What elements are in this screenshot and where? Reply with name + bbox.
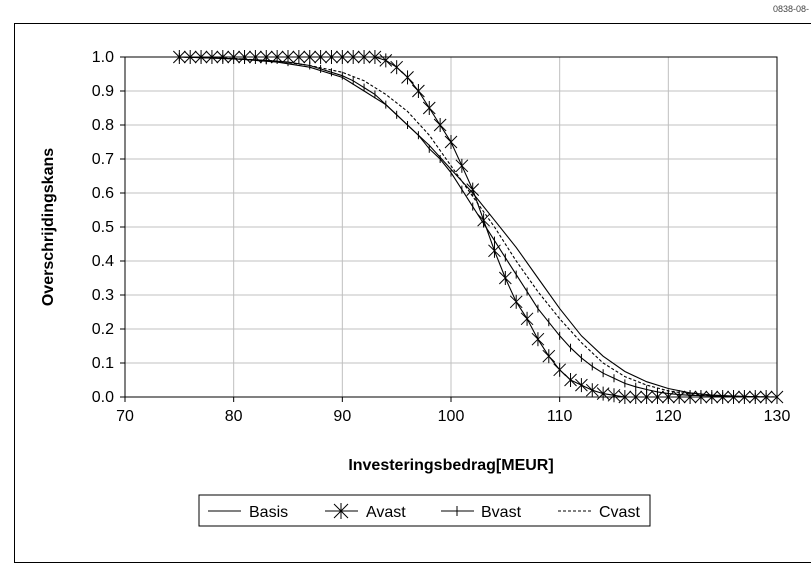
legend-item-basis: Basis — [208, 504, 288, 521]
y-tick-label: 0.8 — [92, 117, 114, 134]
series-bvast — [178, 53, 778, 401]
y-axis-title: Overschrijdingskans — [40, 148, 57, 306]
line-chart: 70 80 90 100 110 120 130 0.0 0.1 0.2 0.3 0.4 0.5 0.6 0… — [40, 49, 791, 527]
y-tick-label: 0.6 — [92, 185, 114, 202]
x-tick-label: 70 — [116, 408, 134, 425]
figure-code: 0838-08- — [772, 4, 809, 14]
y-tick-label: 0.5 — [92, 219, 114, 236]
y-tick-label: 0.4 — [92, 253, 114, 270]
y-tick-label: 1.0 — [92, 49, 114, 66]
x-tick-label: 130 — [764, 408, 791, 425]
y-tick-label: 0.3 — [92, 287, 114, 304]
x-axis-title: Investeringsbedrag[MEUR] — [348, 457, 553, 474]
legend-item-bvast: Bvast — [441, 504, 522, 521]
series-line-bvast — [179, 56, 777, 398]
y-tick-label: 0.7 — [92, 151, 114, 168]
x-tick-label: 100 — [438, 408, 465, 425]
series-line-cvast — [179, 56, 778, 398]
series-layer — [172, 50, 784, 404]
legend-label: Avast — [366, 504, 406, 521]
legend-label: Cvast — [599, 504, 640, 521]
y-tick-label: 0.9 — [92, 83, 114, 100]
x-tick-label: 110 — [547, 408, 573, 425]
x-tick-label: 80 — [225, 408, 243, 425]
grid — [125, 57, 777, 397]
x-tick-label: 90 — [333, 408, 351, 425]
y-tick-label: 0.1 — [92, 355, 114, 372]
series-line-avast — [179, 56, 777, 398]
legend-item-avast: Avast — [325, 503, 406, 521]
series-avast — [172, 50, 784, 404]
y-tick-label: 0.0 — [92, 389, 114, 406]
legend: Basis Avast Bvast Cvast — [198, 494, 651, 527]
legend-item-cvast: Cvast — [558, 504, 640, 521]
tick-labels: 70 80 90 100 110 120 130 0.0 0.1 0.2 0.3 0.4 0.5 0.6 0… — [92, 49, 791, 425]
legend-label: Basis — [249, 504, 288, 521]
legend-box — [198, 494, 651, 527]
legend-label: Bvast — [481, 504, 522, 521]
y-tick-label: 0.2 — [92, 321, 114, 338]
x-tick-label: 120 — [655, 408, 682, 425]
series-cvast — [179, 56, 778, 398]
